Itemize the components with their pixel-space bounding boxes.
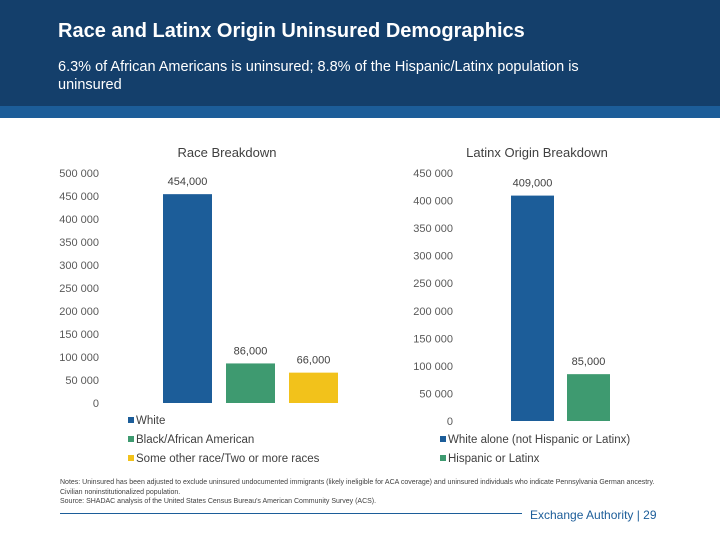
latinx-legend-label: White alone (not Hispanic or Latinx) [448, 434, 630, 446]
race-y-tick-label: 450 000 [59, 191, 99, 203]
notes: Notes: Uninsured has been adjusted to ex… [60, 478, 660, 507]
latinx-y-tick-label: 400 000 [413, 196, 453, 208]
race-y-tick-label: 150 000 [59, 329, 99, 341]
latinx-y-tick-label: 0 [447, 416, 453, 428]
latinx-bars: 409,000 85,000 [511, 178, 610, 421]
header-band [0, 0, 720, 106]
race-chart-title: Race Breakdown [178, 145, 277, 160]
race-y-tick-label: 500 000 [59, 168, 99, 180]
latinx-bar-2 [567, 374, 610, 421]
race-y-axis: 0 50 000 100 000 150 000 200 000 250 000 300 0… [59, 168, 99, 410]
latinx-data-label: 409,000 [513, 178, 553, 190]
race-legend-swatch [128, 455, 134, 461]
race-y-tick-label: 0 [93, 398, 99, 410]
latinx-data-label: 85,000 [572, 356, 606, 368]
race-legend-swatch [128, 417, 134, 423]
latinx-y-tick-label: 150 000 [413, 333, 453, 345]
race-data-label: 454,000 [168, 176, 208, 188]
footer-rule [60, 513, 522, 514]
race-y-tick-label: 300 000 [59, 260, 99, 272]
latinx-y-tick-label: 50 000 [419, 388, 453, 400]
latinx-chart-title: Latinx Origin Breakdown [466, 145, 608, 160]
race-data-label: 66,000 [297, 355, 331, 367]
latinx-legend: White alone (not Hispanic or Latinx) Hisp… [440, 434, 630, 465]
race-bar-1 [163, 194, 212, 403]
latinx-y-tick-label: 300 000 [413, 251, 453, 263]
latinx-legend-label: Hispanic or Latinx [448, 453, 540, 465]
latinx-y-tick-label: 450 000 [413, 168, 453, 180]
latinx-y-tick-label: 100 000 [413, 361, 453, 373]
race-legend-label: Black/African American [136, 434, 254, 446]
race-y-tick-label: 100 000 [59, 352, 99, 364]
race-y-tick-label: 250 000 [59, 283, 99, 295]
latinx-bar-1 [511, 195, 554, 421]
latinx-y-tick-label: 250 000 [413, 278, 453, 290]
footer-page: Exchange Authority | 29 [530, 508, 657, 522]
race-bar-3 [289, 372, 338, 403]
race-y-tick-label: 350 000 [59, 237, 99, 249]
race-legend-label: White [136, 415, 165, 427]
race-bar-2 [226, 363, 275, 403]
slide-subtitle: 6.3% of African Americans is uninsured; … [58, 59, 579, 93]
source-text: Source: SHADAC analysis of the United St… [60, 498, 377, 505]
latinx-y-tick-label: 350 000 [413, 223, 453, 235]
notes-text: Notes: Uninsured has been adjusted to ex… [60, 479, 655, 496]
latinx-legend-swatch [440, 436, 446, 442]
race-legend-swatch [128, 436, 134, 442]
latinx-y-tick-label: 200 000 [413, 306, 453, 318]
header-rule [0, 106, 720, 118]
latinx-y-axis: 0 50 000 100 000 150 000 200 000 250 000 300 0… [413, 168, 453, 428]
slide-title: Race and Latinx Origin Uninsured Demogra… [58, 20, 525, 42]
race-y-tick-label: 200 000 [59, 306, 99, 318]
race-legend-label: Some other race/Two or more races [136, 453, 320, 465]
race-bars: 454,000 86,000 66,000 [163, 176, 338, 403]
race-y-tick-label: 50 000 [65, 375, 99, 387]
race-y-tick-label: 400 000 [59, 214, 99, 226]
latinx-legend-swatch [440, 455, 446, 461]
race-data-label: 86,000 [234, 345, 268, 357]
race-legend: White Black/African American Some other ra… [128, 415, 320, 465]
